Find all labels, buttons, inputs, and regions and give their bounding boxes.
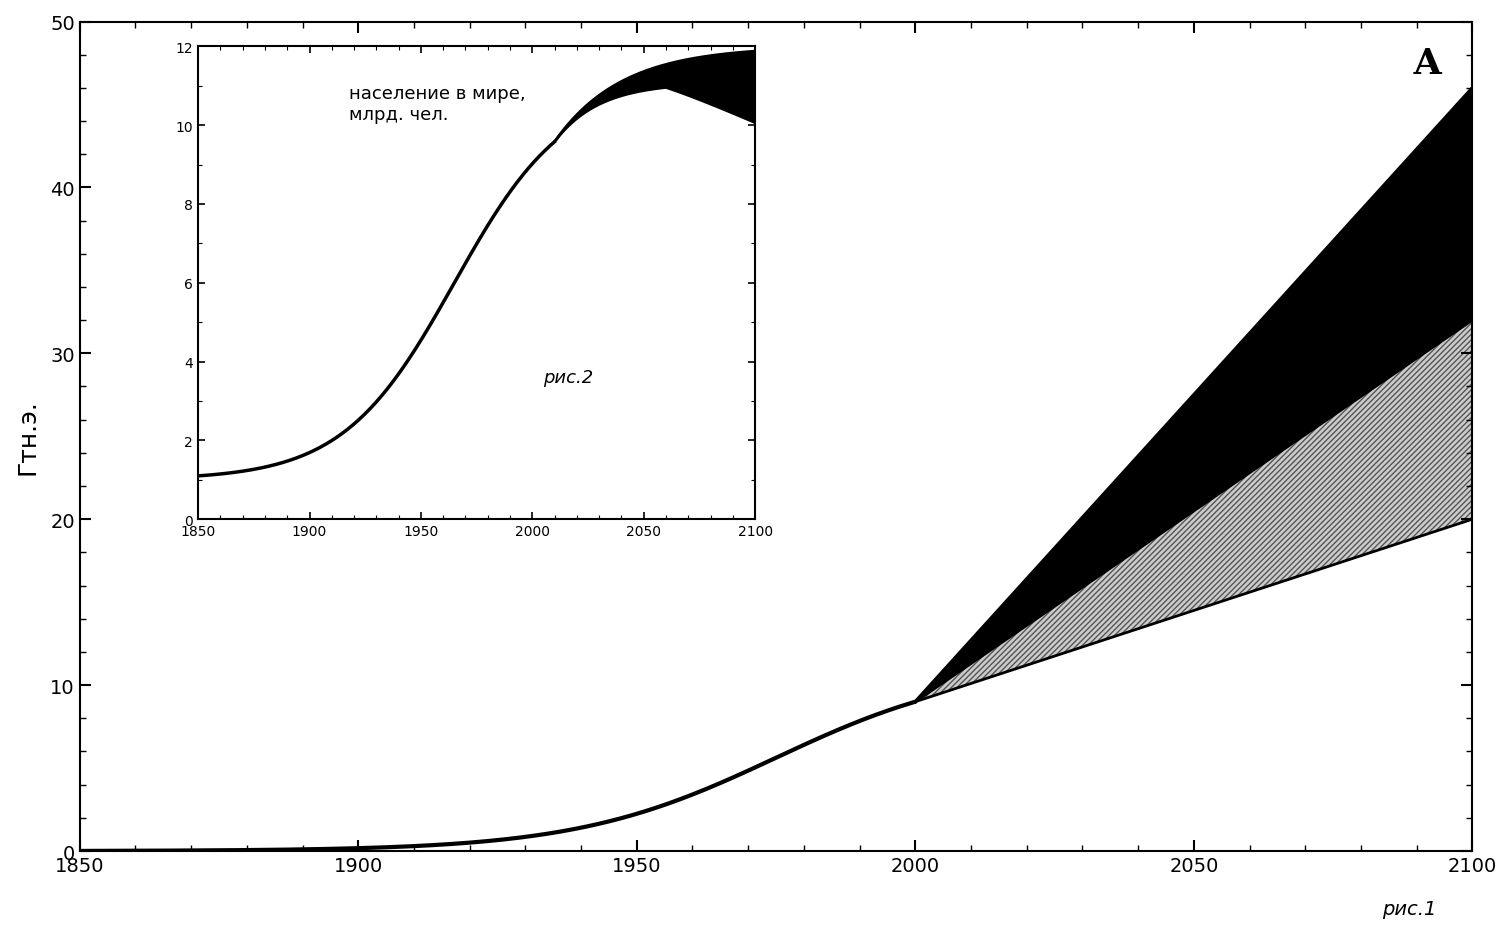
Text: рис.1: рис.1 xyxy=(1382,899,1436,918)
Text: А: А xyxy=(1412,47,1442,82)
Y-axis label: Гтн.э.: Гтн.э. xyxy=(15,399,39,475)
